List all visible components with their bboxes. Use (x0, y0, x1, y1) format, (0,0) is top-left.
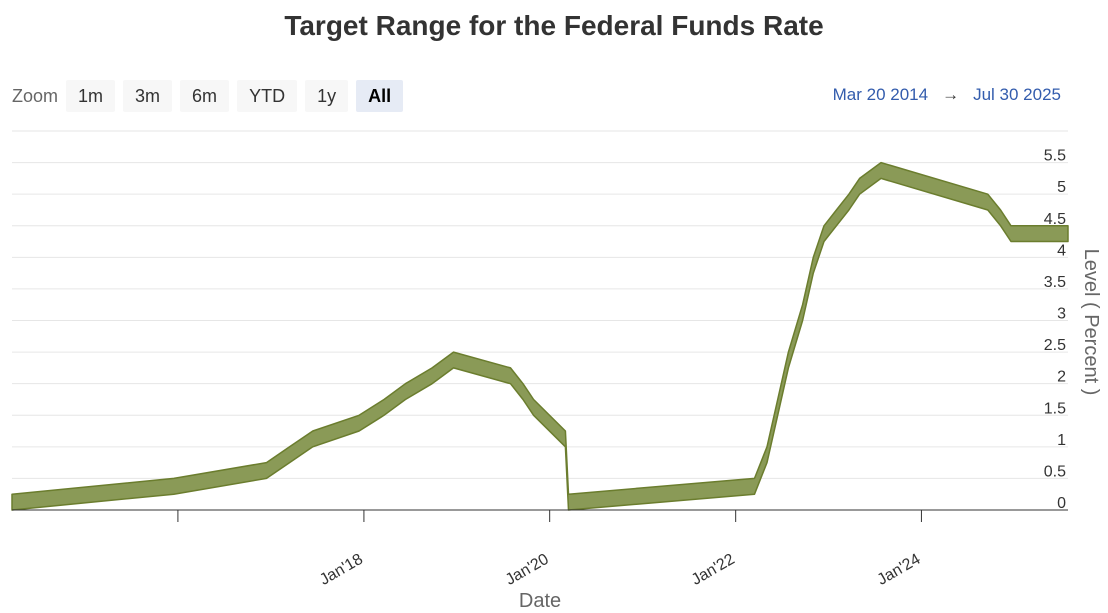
series-area (11, 161, 1069, 511)
y-tick-label: 3.5 (1044, 274, 1066, 291)
date-range-display: Mar 20 2014 → Jul 30 2025 (833, 85, 1061, 105)
series-band (11, 161, 1069, 511)
zoom-3m-button[interactable]: 3m (123, 80, 173, 112)
y-axis-title: Level ( Percent ) (1080, 249, 1102, 396)
x-tick-label: Jan'22 (689, 551, 738, 589)
zoom-bar: Zoom 1m 3m 6m YTD 1y All (12, 79, 404, 113)
y-tick-label: 5.5 (1044, 148, 1066, 165)
zoom-label: Zoom (12, 85, 59, 106)
y-tick-label: 5 (1057, 179, 1066, 196)
zoom-all-button[interactable]: All (356, 80, 404, 112)
y-tick-label: 0 (1057, 495, 1066, 512)
x-axis-title: Date (519, 590, 561, 612)
range-arrow-icon: → (942, 85, 960, 104)
y-axis: 0 0.5 1 1.5 2 2.5 3 3.5 4 4.5 5 5.5 (1044, 148, 1066, 512)
y-tick-label: 3 (1057, 306, 1066, 323)
y-tick-label: 4.5 (1044, 211, 1066, 228)
zoom-1y-button[interactable]: 1y (305, 80, 349, 112)
y-tick-label: 1 (1057, 432, 1066, 449)
x-axis: Jan'18 Jan'20 Jan'22 Jan'24 (12, 509, 1068, 589)
x-tick-label: Jan'24 (875, 551, 924, 589)
zoom-6m-button[interactable]: 6m (180, 80, 230, 112)
chart-title: Target Range for the Federal Funds Rate (284, 10, 824, 41)
x-tick-label: Jan'18 (317, 551, 366, 589)
y-tick-label: 2.5 (1044, 337, 1066, 354)
zoom-1m-button[interactable]: 1m (66, 80, 116, 112)
y-tick-label: 0.5 (1044, 463, 1066, 480)
y-tick-label: 4 (1057, 242, 1066, 259)
grid-lines (12, 130, 1068, 511)
range-to-input[interactable]: Jul 30 2025 (973, 85, 1061, 104)
y-tick-label: 2 (1057, 369, 1066, 386)
range-from-input[interactable]: Mar 20 2014 (832, 85, 929, 104)
y-tick-label: 1.5 (1044, 400, 1066, 417)
x-tick-label: Jan'20 (503, 551, 552, 589)
zoom-ytd-button[interactable]: YTD (237, 80, 298, 112)
